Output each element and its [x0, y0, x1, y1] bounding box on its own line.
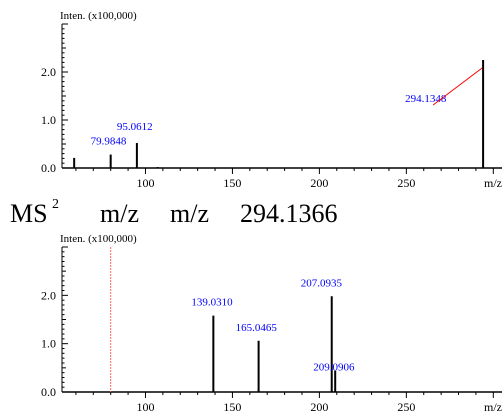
x-axis-label: m/z — [484, 176, 502, 190]
y-tick-label: 0.0 — [41, 161, 56, 175]
ms2-spectrum-panel: Inten. (x100,000) 0.0 1.0 2.0 100 150 200 250 m/… — [41, 233, 502, 414]
y-tick-label: 1.0 — [41, 113, 56, 127]
peak-label: 207.0935 — [301, 277, 343, 289]
ms2-caption: MS 2 m/z m/z 294.1366 — [10, 197, 338, 228]
y-axis-label: Inten. (x100,000) — [60, 233, 137, 245]
peak-label: 139.0310 — [191, 297, 233, 309]
y-tick-label: 2.0 — [41, 65, 56, 79]
peak-label: 95.0612 — [117, 121, 153, 133]
ms-level-label: MS — [10, 199, 48, 228]
y-axis-label: Inten. (x100,000) — [60, 10, 137, 22]
peak-label: 209.0906 — [313, 362, 355, 374]
x-tick-label: 200 — [310, 400, 328, 414]
x-tick-label: 100 — [136, 176, 154, 190]
x-tick-label: 200 — [310, 176, 328, 190]
x-tick-label: 150 — [223, 176, 241, 190]
y-tick-label: 0.0 — [41, 385, 56, 399]
ms1-spectrum-panel: Inten. (x100,000) 0.0 1.0 2.0 100 150 200 250 m/… — [41, 10, 502, 190]
mz-label-a: m/z — [100, 199, 139, 228]
y-tick-label: 2.0 — [41, 288, 56, 302]
peak-label: 79.9848 — [91, 136, 127, 148]
x-tick-label: 250 — [397, 400, 415, 414]
peak-label: 165.0465 — [236, 322, 278, 334]
x-tick-label: 150 — [223, 400, 241, 414]
x-axis-label: m/z — [484, 400, 502, 414]
y-tick-label: 1.0 — [41, 337, 56, 351]
mz-label-b: m/z — [170, 199, 209, 228]
ms-level-superscript: 2 — [52, 197, 59, 212]
peak-callout-line — [432, 67, 483, 106]
x-tick-label: 250 — [397, 176, 415, 190]
x-tick-label: 100 — [136, 400, 154, 414]
precursor-mz-value: 294.1366 — [240, 199, 338, 228]
